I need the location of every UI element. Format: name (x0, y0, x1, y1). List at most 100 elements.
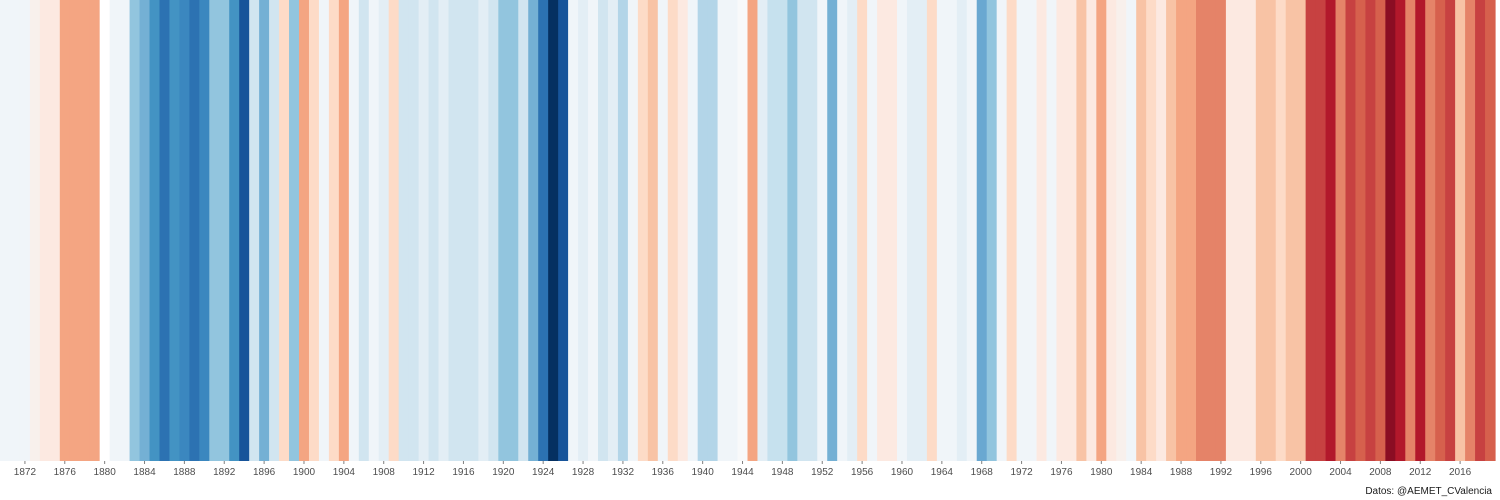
stripe-1915 (448, 0, 460, 461)
stripe-1984 (1136, 0, 1147, 461)
stripe-1923 (528, 0, 539, 461)
stripe-1940 (697, 0, 709, 461)
x-tick-label-1940: 1940 (692, 467, 715, 478)
stripe-1920 (498, 0, 509, 461)
stripe-1914 (438, 0, 450, 461)
stripe-1931 (607, 0, 619, 461)
stripe-1904 (338, 0, 350, 461)
stripe-1888 (179, 0, 190, 461)
x-tick-label-1944: 1944 (731, 467, 754, 478)
stripe-2003 (1325, 0, 1337, 461)
stripe-1926 (558, 0, 569, 461)
stripe-1990 (1196, 0, 1207, 461)
stripe-1911 (408, 0, 420, 461)
stripe-1875 (49, 0, 61, 461)
x-tick-label-1988: 1988 (1170, 467, 1193, 478)
stripe-2017 (1465, 0, 1476, 461)
stripe-2012 (1415, 0, 1426, 461)
stripe-1891 (209, 0, 220, 461)
stripe-1968 (976, 0, 988, 461)
stripe-1959 (887, 0, 898, 461)
stripe-1947 (767, 0, 778, 461)
stripe-2005 (1345, 0, 1357, 461)
x-tick-label-1948: 1948 (771, 467, 794, 478)
stripe-1887 (169, 0, 180, 461)
x-tick-label-1908: 1908 (373, 467, 396, 478)
stripe-1981 (1106, 0, 1117, 461)
stripe-1957 (867, 0, 878, 461)
stripe-1935 (647, 0, 659, 461)
stripe-2007 (1365, 0, 1376, 461)
stripe-1966 (956, 0, 968, 461)
stripe-1934 (637, 0, 649, 461)
stripe-1988 (1176, 0, 1187, 461)
stripe-1894 (239, 0, 250, 461)
x-tick-label-1900: 1900 (293, 467, 316, 478)
stripe-1941 (707, 0, 719, 461)
stripe-1967 (966, 0, 978, 461)
stripe-1951 (807, 0, 818, 461)
stripe-1902 (318, 0, 330, 461)
stripe-2018 (1475, 0, 1486, 461)
x-tick-label-1872: 1872 (14, 467, 37, 478)
stripe-1876 (59, 0, 71, 461)
stripe-1889 (189, 0, 200, 461)
stripe-2014 (1435, 0, 1446, 461)
stripe-1874 (39, 0, 51, 461)
stripe-1979 (1086, 0, 1097, 461)
x-tick-label-2016: 2016 (1449, 467, 1472, 478)
stripe-1921 (508, 0, 519, 461)
stripe-1896 (259, 0, 270, 461)
stripe-1905 (348, 0, 360, 461)
stripe-1898 (279, 0, 290, 461)
stripe-1956 (857, 0, 868, 461)
stripe-1963 (926, 0, 938, 461)
stripe-1961 (906, 0, 918, 461)
stripe-1900 (299, 0, 310, 461)
stripe-1870 (0, 0, 11, 461)
stripe-1878 (79, 0, 91, 461)
stripe-1995 (1245, 0, 1257, 461)
stripe-1980 (1096, 0, 1107, 461)
x-tick-label-1896: 1896 (253, 467, 276, 478)
stripe-1972 (1016, 0, 1028, 461)
stripe-1903 (328, 0, 340, 461)
x-tick-label-1960: 1960 (891, 467, 914, 478)
stripe-2019 (1485, 0, 1496, 461)
x-tick-label-1992: 1992 (1210, 467, 1233, 478)
stripe-1944 (737, 0, 749, 461)
stripe-1933 (627, 0, 639, 461)
stripe-2006 (1355, 0, 1367, 461)
x-tick-label-1984: 1984 (1130, 467, 1153, 478)
stripe-1893 (229, 0, 240, 461)
stripe-1996 (1255, 0, 1267, 461)
stripe-1982 (1116, 0, 1127, 461)
stripes-group (0, 0, 1496, 461)
stripe-1907 (368, 0, 380, 461)
stripe-1918 (478, 0, 489, 461)
stripe-1958 (877, 0, 888, 461)
stripe-1976 (1056, 0, 1068, 461)
stripe-1938 (677, 0, 689, 461)
stripe-1913 (428, 0, 440, 461)
stripe-1948 (777, 0, 788, 461)
x-tick-label-1924: 1924 (532, 467, 555, 478)
stripe-1983 (1126, 0, 1137, 461)
stripe-1936 (657, 0, 669, 461)
x-tick-label-1956: 1956 (851, 467, 874, 478)
stripe-1881 (109, 0, 121, 461)
stripe-1906 (358, 0, 370, 461)
stripe-1897 (269, 0, 280, 461)
stripe-1919 (488, 0, 499, 461)
stripe-1908 (378, 0, 390, 461)
stripe-1882 (119, 0, 131, 461)
x-tick-label-1880: 1880 (94, 467, 117, 478)
stripe-1997 (1265, 0, 1277, 461)
stripe-1978 (1076, 0, 1087, 461)
stripe-1992 (1215, 0, 1227, 461)
stripe-1954 (837, 0, 848, 461)
stripe-2013 (1425, 0, 1436, 461)
stripe-1873 (29, 0, 41, 461)
stripe-1953 (827, 0, 838, 461)
